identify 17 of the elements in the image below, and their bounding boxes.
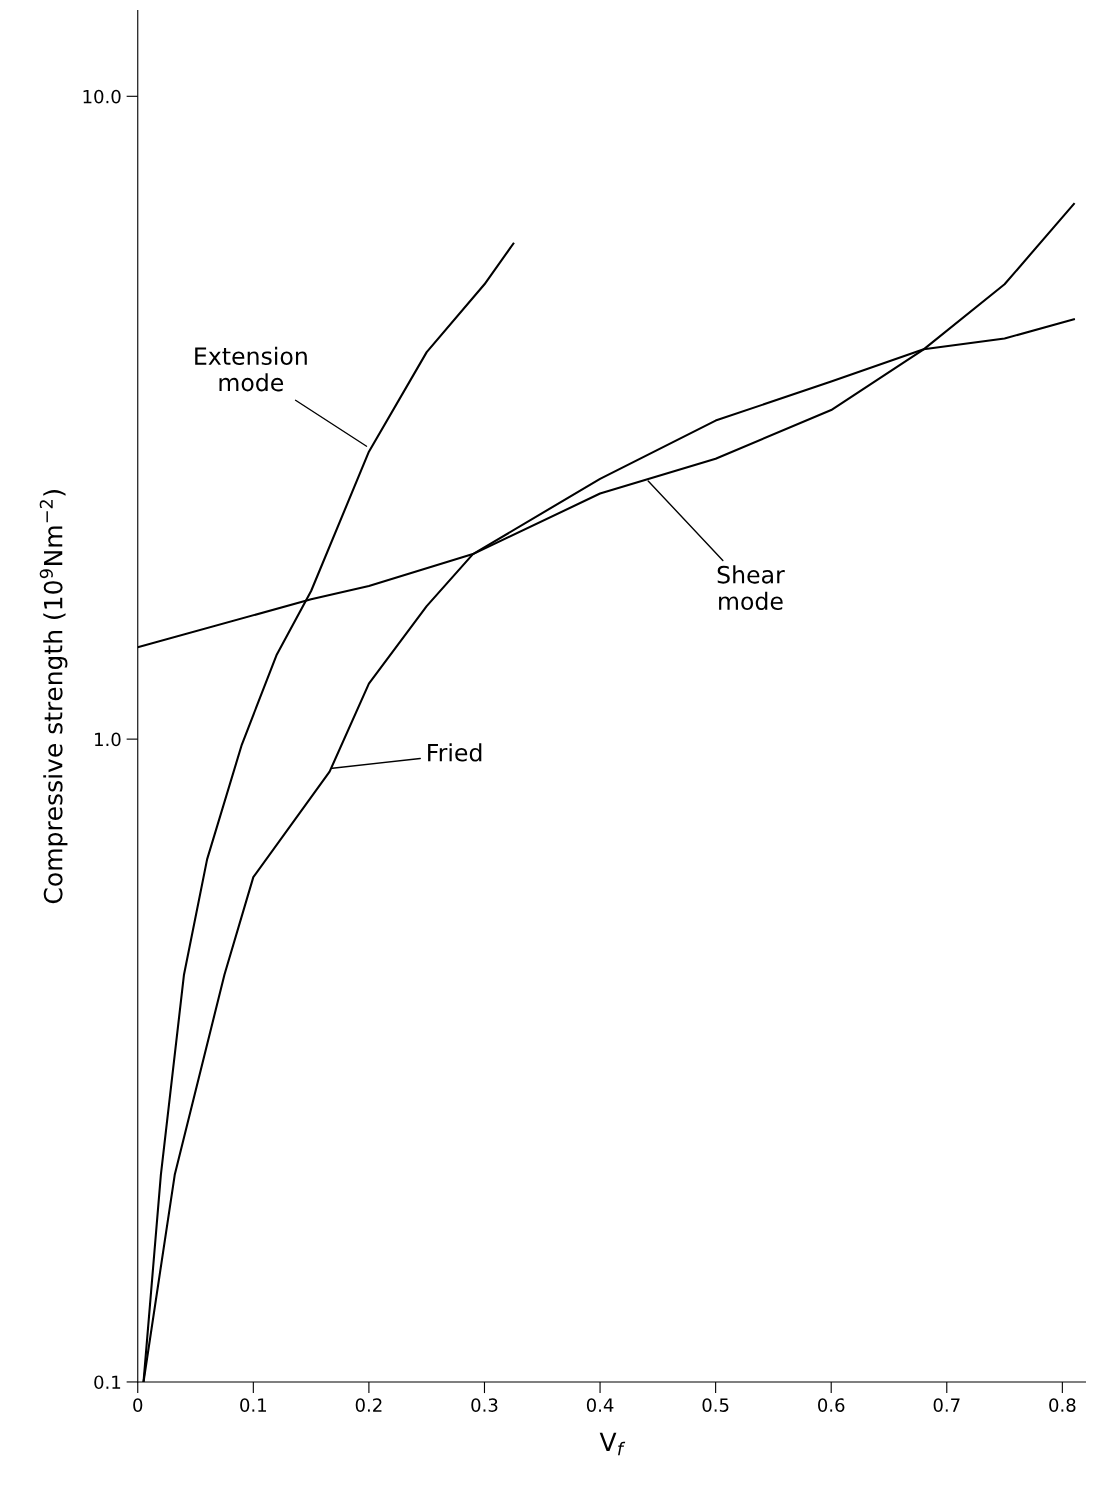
y-tick-label: 10.0: [83, 89, 121, 104]
x-tick-label: 0.6: [818, 1398, 845, 1412]
annotation: Fried: [428, 743, 482, 762]
annotation: Extension mode: [195, 346, 307, 392]
y-axis-title: Compressive strength (10$^{9}$Nm$^{−2}$): [39, 490, 68, 904]
y-tick-label: 0.1: [94, 1375, 121, 1390]
y-tick-label: 1.0: [95, 732, 121, 747]
x-tick-label: 0.5: [702, 1398, 729, 1412]
x-tick-label: 0: [133, 1398, 143, 1412]
x-tick-label: 0.2: [355, 1398, 382, 1412]
x-tick-label: 0.8: [1049, 1398, 1076, 1412]
annotation: Shear mode: [717, 565, 785, 611]
x-axis-title: V$_{f}$: [599, 1432, 626, 1456]
x-tick-label: 0.7: [933, 1398, 960, 1412]
x-tick-label: 0.3: [471, 1398, 498, 1412]
x-tick-label: 0.4: [586, 1398, 614, 1412]
x-tick-label: 0.1: [240, 1398, 267, 1412]
